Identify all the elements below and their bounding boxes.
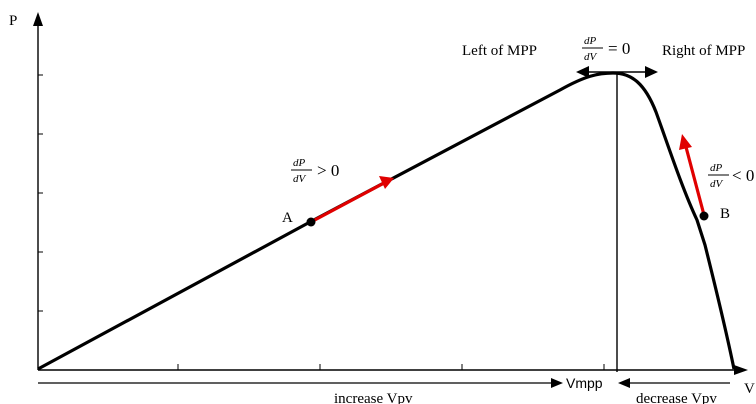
point-a-label: A <box>282 210 293 226</box>
pv-curve <box>37 71 736 371</box>
right-of-mpp-label: Right of MPP <box>662 43 745 59</box>
mpp-arrowhead-left <box>576 66 589 78</box>
derivative-zero-numerator: dP <box>584 35 597 47</box>
increase-vpv-label: increase Vpv <box>334 391 413 404</box>
y-axis-arrowhead <box>33 12 43 26</box>
tangent-arrowhead-left <box>379 176 394 189</box>
derivative-positive-formula: dP dV > 0 <box>291 157 339 185</box>
vmpp-label: Vmpp <box>566 375 603 391</box>
point-a-marker <box>306 217 316 227</box>
increase-vpv-arrowhead <box>551 378 563 388</box>
derivative-negative-relation: < 0 <box>732 166 754 185</box>
derivative-negative-denominator: dV <box>710 178 724 190</box>
point-b-label: B <box>720 206 730 222</box>
derivative-positive-relation: > 0 <box>317 161 339 180</box>
x-axis-label: V <box>744 381 755 397</box>
decrease-vpv-label: decrease Vpv <box>636 391 717 404</box>
y-axis-ticks <box>38 74 43 312</box>
derivative-negative-formula: dP dV < 0 <box>708 162 754 190</box>
tangent-arrowhead-right <box>679 134 692 150</box>
x-axis-arrowhead <box>734 365 748 375</box>
tangent-arrow-left <box>310 181 385 224</box>
mpp-arrowhead-right <box>645 66 658 78</box>
derivative-positive-denominator: dV <box>293 173 307 185</box>
decrease-vpv-arrowhead <box>618 378 630 388</box>
point-b-marker <box>699 211 709 221</box>
derivative-negative-numerator: dP <box>710 162 723 174</box>
derivative-positive-numerator: dP <box>293 157 306 169</box>
y-axis-label: P <box>9 13 17 29</box>
left-of-mpp-label: Left of MPP <box>462 43 537 59</box>
x-axis-ticks <box>177 364 605 370</box>
derivative-zero-relation: = 0 <box>608 39 630 58</box>
derivative-zero-formula: dP dV = 0 <box>582 35 630 63</box>
derivative-zero-denominator: dV <box>584 51 598 63</box>
tangent-arrow-right <box>684 146 706 216</box>
